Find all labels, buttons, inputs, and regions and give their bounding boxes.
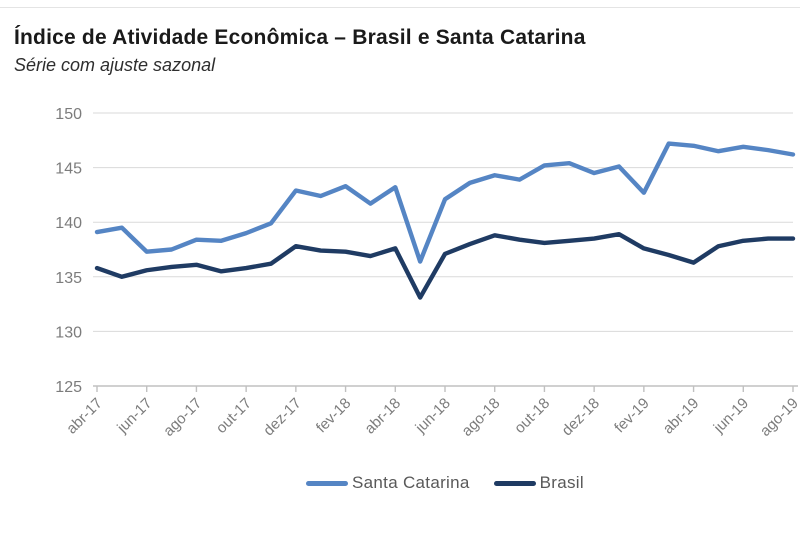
x-axis-label-out-18: out-18 xyxy=(511,395,553,437)
brasil-line-swatch xyxy=(493,480,536,486)
y-axis-label-130: 130 xyxy=(55,324,82,341)
x-axis-label-abr-19: abr-19 xyxy=(660,395,703,438)
x-axis-label-fev-19: fev-19 xyxy=(611,395,653,437)
x-axis-label-dez-17: dez-17 xyxy=(260,395,304,439)
y-axis-label-125: 125 xyxy=(55,379,82,396)
y-axis-label-135: 135 xyxy=(55,270,82,287)
x-axis-label-jun-17: jun-17 xyxy=(113,395,155,437)
y-axis-label-140: 140 xyxy=(55,215,82,232)
x-axis-label-jun-19: jun-19 xyxy=(710,395,752,437)
x-axis-label-ago-18: ago-18 xyxy=(458,395,503,440)
series-line-santa-catarina xyxy=(94,141,796,264)
legend-item-brasil: Brasil xyxy=(493,473,584,493)
series-line-brasil xyxy=(94,232,796,300)
legend-label-brasil: Brasil xyxy=(539,473,584,492)
chart-header: Índice de Atividade Econômica – Brasil e… xyxy=(14,26,786,76)
legend-label-santa-catarina: Santa Catarina xyxy=(352,473,470,492)
top-border-rule xyxy=(0,7,800,8)
x-axis-label-fev-18: fev-18 xyxy=(313,395,355,437)
x-axis-label-abr-18: abr-18 xyxy=(361,395,404,438)
x-axis-label-jun-18: jun-18 xyxy=(412,395,454,437)
y-axis-label-150: 150 xyxy=(55,106,82,123)
x-axis-label-dez-18: dez-18 xyxy=(559,395,603,439)
x-axis-label-ago-17: ago-17 xyxy=(160,395,205,440)
chart-legend: Santa Catarina Brasil xyxy=(97,473,793,493)
x-axis-label-ago-19: ago-19 xyxy=(757,395,800,440)
x-axis-label-abr-17: abr-17 xyxy=(63,395,106,438)
legend-item-santa-catarina: Santa Catarina xyxy=(306,473,470,493)
chart-title: Índice de Atividade Econômica – Brasil e… xyxy=(14,26,586,49)
santa-catarina-line-swatch xyxy=(306,480,349,486)
chart-subtitle: Série com ajuste sazonal xyxy=(14,55,216,76)
x-axis-label-out-17: out-17 xyxy=(213,395,255,437)
y-axis-label-145: 145 xyxy=(55,161,82,178)
